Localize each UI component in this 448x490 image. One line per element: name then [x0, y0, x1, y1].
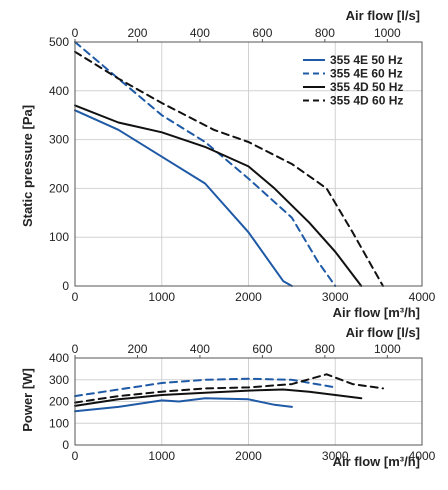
power-y-axis-label: Power [W] [20, 368, 35, 432]
pressure-series-line-4 [74, 50, 384, 287]
power-chart: 0 1000 2000 3000 4000 0 200 400 600 800 1000 0 100 20… [20, 325, 436, 469]
pressure-x-tick-label: 4000 [409, 290, 436, 304]
pressure-plot-frame [74, 41, 423, 287]
pressure-y-axis-label: Static pressure [Pa] [20, 105, 35, 227]
power-x2-tick-label: 600 [252, 342, 272, 356]
pressure-x2-axis-label: Air flow [l/s] [346, 8, 420, 23]
power-series-line-4 [74, 373, 384, 404]
power-x2-tick-label: 200 [127, 342, 147, 356]
pressure-x2-tick-label: 0 [72, 26, 79, 40]
power-series-line-3 [74, 388, 363, 407]
pressure-x2-tick-label: 800 [315, 26, 335, 40]
power-x-tick-label: 2000 [235, 449, 262, 463]
pressure-y-tick-label: 400 [49, 84, 69, 98]
pressure-chart: 0 1000 2000 3000 4000 0 200 400 600 800 1000 0 100 20… [20, 8, 436, 320]
power-x2-tick-label: 0 [72, 342, 79, 356]
power-grid [74, 357, 423, 446]
power-y-tick-label: 200 [49, 395, 69, 409]
legend-entry-1: 355 4E 50 Hz [330, 53, 403, 67]
pressure-x2-tick-label: 200 [127, 26, 147, 40]
pressure-series-line-3 [74, 104, 363, 287]
power-y-tick-label: 100 [49, 416, 69, 430]
power-x-tick-label: 1000 [148, 449, 175, 463]
power-x2-axis-label: Air flow [l/s] [346, 325, 420, 340]
power-x-tick-label: 4000 [409, 449, 436, 463]
power-x2-tick-label: 1000 [374, 342, 401, 356]
pressure-y-tick-label: 0 [62, 279, 69, 293]
pressure-y-tick-label: 200 [49, 181, 69, 195]
power-y-tick-label: 0 [62, 438, 69, 452]
pressure-x2-tick-label: 400 [190, 26, 210, 40]
pressure-x-tick-label: 1000 [148, 290, 175, 304]
legend-entry-3: 355 4D 50 Hz [330, 80, 403, 94]
pressure-x-tick-label: 3000 [322, 290, 349, 304]
pressure-y-tick-label: 500 [49, 35, 69, 49]
power-x-axis-label: Air flow [m³/h] [333, 454, 420, 469]
pressure-x2-tick-label: 1000 [374, 26, 401, 40]
pressure-x-tick-label: 2000 [235, 290, 262, 304]
power-axes: 0 1000 2000 3000 4000 0 200 400 600 800 1000 0 100 20… [49, 342, 436, 463]
pressure-x-tick-label: 0 [72, 290, 79, 304]
power-x-tick-label: 3000 [322, 449, 349, 463]
power-series-line-1 [74, 397, 293, 413]
pressure-y-tick-label: 300 [49, 133, 69, 147]
power-series-lines [74, 373, 384, 413]
power-y-tick-label: 300 [49, 373, 69, 387]
pressure-series-lines [74, 41, 384, 287]
pressure-axes: 0 1000 2000 3000 4000 0 200 400 600 800 1000 0 100 20… [49, 26, 436, 304]
pressure-x-axis-label: Air flow [m³/h] [333, 305, 420, 320]
power-x2-tick-label: 800 [315, 342, 335, 356]
pressure-series-line-1 [74, 109, 293, 287]
power-plot-frame [74, 357, 423, 446]
pressure-series-line-2 [74, 41, 337, 287]
pressure-y-tick-label: 100 [49, 230, 69, 244]
pressure-x2-tick-label: 600 [252, 26, 272, 40]
power-y-tick-label: 400 [49, 351, 69, 365]
power-x-tick-label: 0 [72, 449, 79, 463]
legend-entry-4: 355 4D 60 Hz [330, 94, 403, 108]
power-x2-tick-label: 400 [190, 342, 210, 356]
power-series-line-2 [74, 377, 337, 398]
legend-entry-2: 355 4E 60 Hz [330, 67, 403, 81]
